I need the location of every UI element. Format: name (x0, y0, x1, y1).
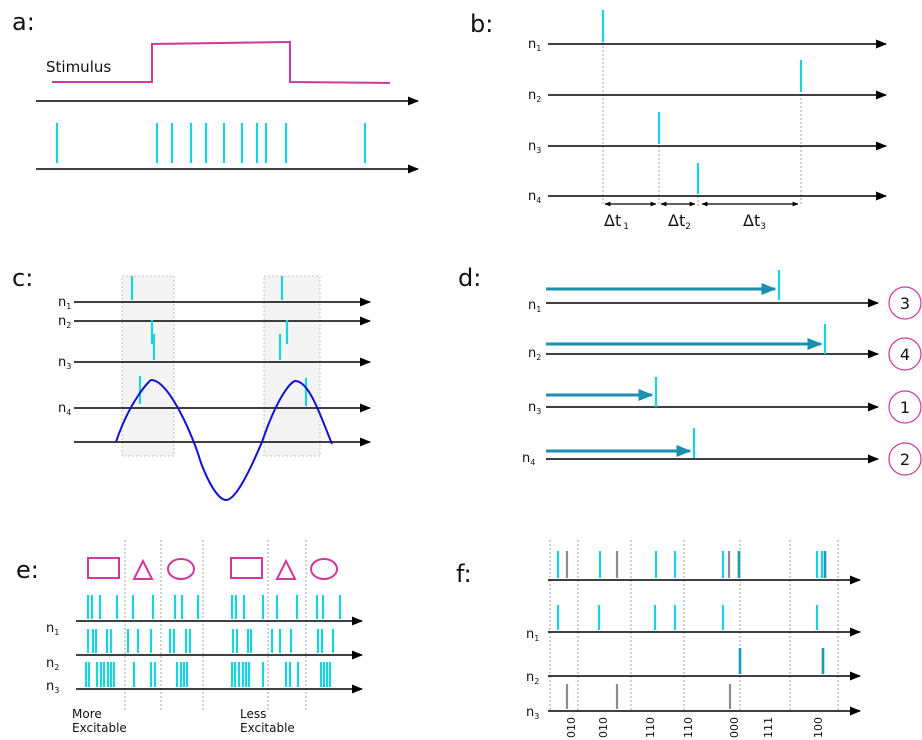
rank-label: 1 (900, 398, 910, 417)
bin-code: 100 (812, 717, 825, 738)
bin-code: 111 (762, 717, 775, 738)
bin-codes: 010 010 110 110 000 111 100 (565, 717, 825, 738)
bin-code: 010 (597, 717, 610, 738)
rank-circle (888, 442, 922, 476)
oscillation-wave (115, 378, 333, 502)
square-stimulus-icon (230, 557, 263, 579)
d-row-n4: n4 2 (522, 428, 922, 476)
c-row-n3: n3 (58, 334, 372, 371)
neuron-label: n1 (528, 298, 541, 314)
d-row-n3: n3 1 (528, 377, 922, 424)
neuron-label: n2 (58, 314, 71, 330)
sync-window (263, 275, 321, 457)
panel-d-label: d: (458, 264, 481, 292)
bin-code: 110 (682, 717, 695, 738)
panel-e: e: n1 n2 n3 More Excitable Less Excitable (16, 540, 364, 735)
interval-label: Δt3 (743, 211, 766, 232)
neuron-label: n3 (58, 355, 71, 371)
panel-e-label: e: (16, 556, 39, 584)
rank-label: 3 (900, 294, 910, 313)
panel-f-spike-raster (556, 551, 827, 709)
neuron-label: n1 (528, 37, 541, 53)
e-window-dividers (124, 540, 307, 710)
b-row-n4: n4 (528, 163, 888, 205)
triangle-stimulus-icon (275, 558, 297, 580)
neuron-label: n3 (528, 139, 541, 155)
triangle-stimulus-icon (132, 558, 154, 580)
b-row-n3: n3 (528, 112, 888, 155)
neuron-label: n2 (526, 670, 539, 686)
panel-a-label: a: (12, 8, 35, 36)
circle-stimulus-icon (167, 558, 195, 580)
neuron-label: n3 (528, 400, 541, 416)
d-row-n2: n2 4 (528, 324, 922, 371)
neuron-label: n4 (528, 189, 541, 205)
neuron-label: n2 (528, 88, 541, 104)
b-row-n1: n1 (528, 10, 888, 53)
c-row-n4: n4 (58, 376, 372, 417)
interval-label: Δt 1 (604, 211, 629, 232)
panel-a: a: Stimulus (12, 8, 420, 174)
bin-code: 010 (565, 717, 578, 738)
neuron-label: n2 (528, 346, 541, 362)
panel-b: b: n1 n2 n3 n4 Δt 1 Δt2 Δt3 (470, 10, 888, 232)
rank-circle (888, 286, 922, 320)
neuron-label: n1 (526, 627, 539, 643)
panel-f: f: n1 n2 n3 010 010 110 110 000 111 100 (456, 540, 862, 738)
caption-less-excitable: Less Excitable (240, 707, 295, 735)
stimulus-trace (52, 40, 391, 84)
f-bin-dividers (549, 540, 839, 712)
neuron-label: n2 (46, 656, 59, 672)
rank-label: 4 (900, 345, 910, 364)
panel-a-spike-train (55, 123, 367, 163)
rank-circle (888, 337, 922, 371)
panel-f-label: f: (456, 560, 472, 588)
d-row-n1: n1 3 (528, 270, 922, 320)
panel-d: d: n1 3 n2 4 n3 1 n4 (458, 264, 922, 476)
square-stimulus-icon (87, 557, 120, 579)
neuron-label: n4 (58, 401, 71, 417)
neuron-label: n4 (522, 451, 535, 467)
stimulus-label: Stimulus (46, 58, 111, 76)
circle-stimulus-icon (310, 558, 338, 580)
panel-c-label: c: (12, 264, 33, 292)
c-row-n1: n1 (58, 276, 372, 311)
c-row-n2: n2 (58, 314, 372, 344)
panel-e-spike-raster (84, 595, 342, 687)
sync-window (121, 275, 175, 457)
neuron-label: n3 (46, 679, 59, 695)
panel-c: c: n1 n2 n3 n4 (12, 264, 372, 502)
neuron-label: n1 (58, 295, 71, 311)
b-row-n2: n2 (528, 60, 888, 104)
interval-label: Δt2 (668, 211, 691, 232)
rank-label: 2 (900, 450, 910, 469)
neuron-label: n1 (46, 621, 59, 637)
bin-code: 000 (728, 717, 741, 738)
neuron-label: n3 (526, 705, 539, 721)
bin-code: 110 (644, 717, 657, 738)
caption-more-excitable: More Excitable (72, 707, 127, 735)
rank-circle (888, 390, 922, 424)
panel-b-label: b: (470, 10, 493, 38)
